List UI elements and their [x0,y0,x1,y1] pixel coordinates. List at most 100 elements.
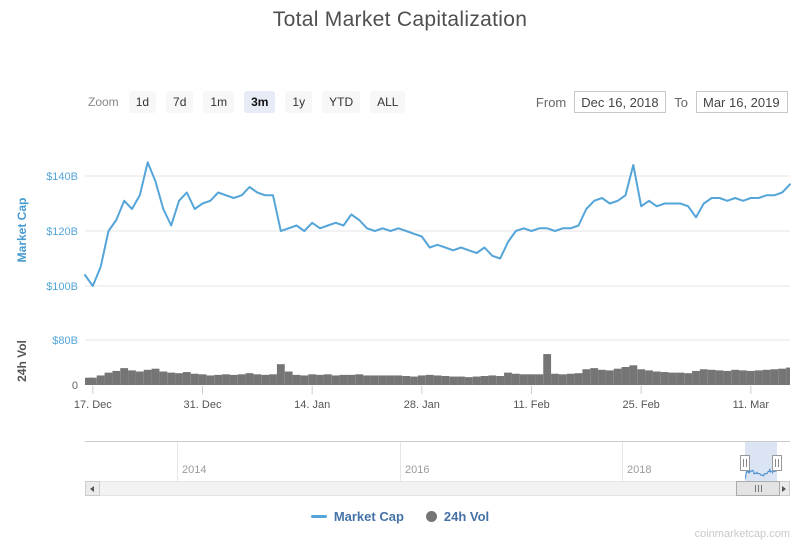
zoom-button-1d[interactable]: 1d [128,91,157,113]
volume-bar [668,372,677,386]
volume-bar [222,374,230,385]
volume-bar [284,371,293,385]
volume-bar [198,374,207,385]
volume-bar [339,374,348,386]
volume-bar [574,373,583,385]
volume-bar [433,375,442,385]
x-axis-label: 28. Jan [404,399,440,411]
volume-bar [308,374,317,385]
volume-bar [347,374,356,386]
volume-bar [613,368,622,385]
scrollbar-thumb[interactable] [736,481,780,496]
volume-bar [355,374,364,385]
zoom-button-ytd[interactable]: YTD [322,91,361,113]
volume-bar [120,368,129,386]
navigator-selected-range[interactable] [744,442,778,482]
x-axis-label: 11. Feb [513,399,550,411]
to-date-input[interactable] [696,91,788,113]
volume-bar [582,369,591,385]
volume-bar [331,375,340,385]
from-date-input[interactable] [574,91,667,113]
volume-bar [190,373,199,385]
volume-bar [480,376,489,385]
volume-bar [402,376,411,385]
volume-bar [370,375,379,385]
volume-bar [175,373,183,385]
legend-item-market-cap[interactable]: Market Cap [310,509,404,524]
volume-bar [535,374,544,385]
volume-bar [605,370,614,386]
x-axis-label: 31. Dec [184,399,222,411]
y-axis-label: $80B [52,335,78,347]
zoom-button-3m[interactable]: 3m [244,91,276,113]
navigator-right-handle[interactable] [772,455,782,471]
volume-bar [504,372,512,386]
navigator-year-gridline [622,442,623,482]
line-marker-icon [310,515,327,518]
volume-bar [269,374,277,385]
zoom-button-group: 1d 7d 1m 3m 1y YTD ALL [128,91,416,113]
y-axis-label: $100B [46,281,78,293]
volume-bar [645,370,653,386]
x-axis-label: 11. Mar [733,399,770,411]
page-title: Total Market Capitalization [272,8,528,31]
volume-bar [660,372,669,385]
volume-bar [488,375,497,385]
volume-bar [229,374,238,386]
scrollbar-left-arrow-icon[interactable] [85,481,100,496]
volume-bar [464,377,473,386]
volume-bar [276,364,285,385]
volume-bar [527,374,536,385]
volume-bar [566,373,575,385]
volume-bar [519,374,528,385]
navigator-year-gridline [177,442,178,482]
volume-bar [652,371,661,385]
volume-bar [143,369,152,385]
volume-bar [723,370,732,385]
zoom-toolbar: Zoom 1d 7d 1m 3m 1y YTD ALL [88,91,415,113]
volume-bar [237,374,246,385]
range-navigator[interactable]: 2014 2016 2018 [85,441,790,482]
volume-bar [770,369,779,385]
watermark: coinmarketcap.com [694,528,790,540]
volume-bar [754,370,763,386]
zoom-button-1y[interactable]: 1y [285,91,313,113]
volume-bar [214,374,223,386]
volume-bar [394,375,403,385]
volume-bar [167,372,176,386]
navigator-left-handle[interactable] [740,455,750,471]
legend-item-24h-vol[interactable]: 24h Vol [425,509,489,524]
volume-bar [292,374,301,386]
volume-bar [629,365,638,385]
volume-bar [378,375,387,385]
y-axis-label: $140B [46,171,78,183]
volume-bar [598,369,606,385]
volume-bar [449,376,458,385]
volume-bar [316,374,324,386]
to-label: To [674,94,688,110]
zoom-button-1m[interactable]: 1m [203,91,235,113]
volume-bar [621,367,630,385]
from-label: From [535,94,567,110]
zoom-label: Zoom [88,95,119,109]
zoom-button-all[interactable]: ALL [370,91,406,113]
volume-bar [457,376,465,385]
volume-bar [762,369,771,385]
navigator-mini-line [744,468,778,480]
volume-bar [104,372,113,386]
volume-bar [511,373,520,385]
volume-bar [684,373,693,385]
volume-bar [715,370,724,386]
legend: Market Cap 24h Vol [0,509,800,524]
navigator-year-label: 2016 [405,464,430,476]
chart-plot-area[interactable]: $140B $120B $100B $80B 0 17. Dec 31. Dec 14. Ja… [0,130,800,430]
volume-bar [135,371,144,385]
chart-scrollbar[interactable] [85,481,790,496]
volume-bar [543,354,552,385]
zoom-button-7d[interactable]: 7d [166,91,194,113]
volume-bar [739,370,747,386]
volume-bar [300,375,309,385]
volume-bar [778,368,787,385]
volume-bar [692,370,700,385]
volume-bar [676,372,685,386]
